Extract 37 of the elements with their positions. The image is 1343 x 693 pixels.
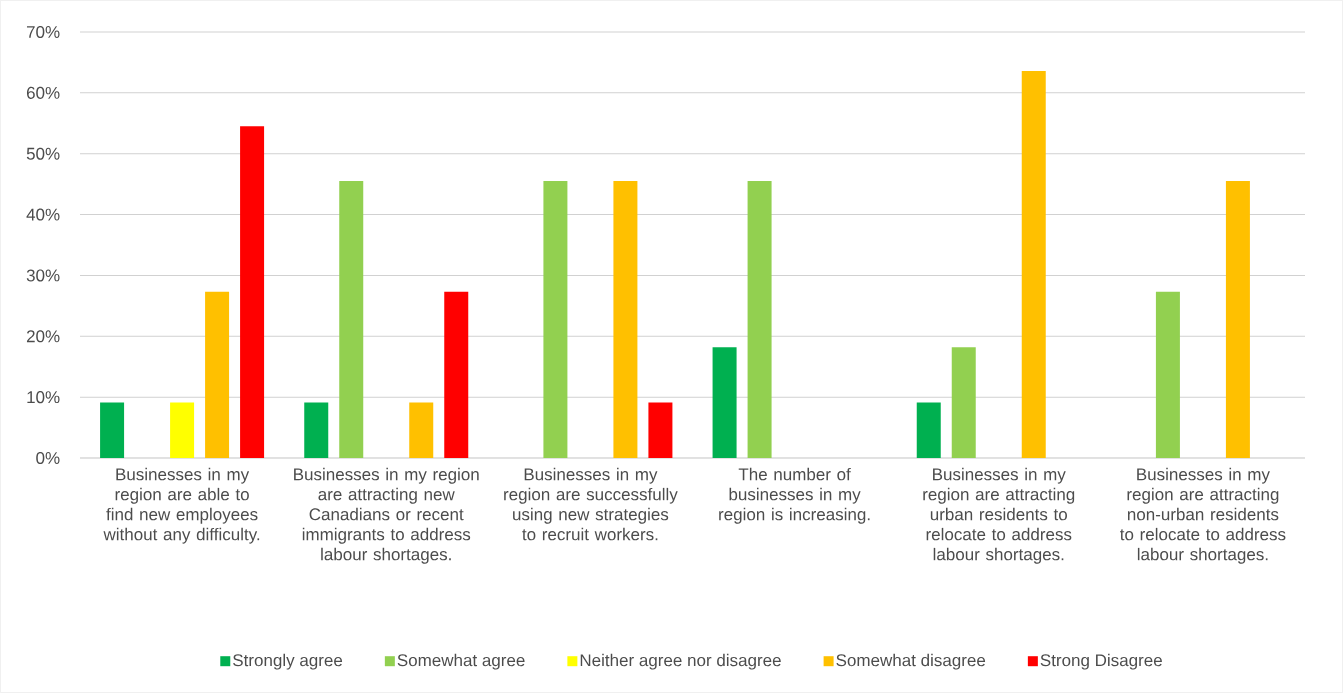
y-tick-label: 0% xyxy=(36,451,60,465)
x-tick-label: Businesses in my region are attracting new Canadians or recent immigrants to address labour shortages. xyxy=(294,467,479,564)
bar xyxy=(543,181,568,458)
bar xyxy=(304,402,329,458)
bar xyxy=(648,402,673,458)
bar xyxy=(170,402,195,458)
y-tick-label: 60% xyxy=(26,86,60,99)
y-tick-label: 40% xyxy=(26,208,60,221)
x-tick-label: The number of businesses in my region is increasing. xyxy=(719,467,870,524)
bar xyxy=(240,126,265,458)
bar xyxy=(1155,291,1180,458)
legend-label: Somewhat agree xyxy=(397,653,525,670)
x-tick-label: Businesses in my region are attracting urban residents to relocate to address labour shortages. xyxy=(923,467,1075,564)
x-tick-label: Businesses in my region are attracting non-urban residents to relocate to address labour shortages. xyxy=(1120,467,1286,564)
bar xyxy=(1225,181,1250,458)
bar xyxy=(712,347,737,458)
legend-label: Neither agree nor disagree xyxy=(580,653,781,670)
legend-label: Strong Disagree xyxy=(1040,653,1162,670)
y-tick-label: 10% xyxy=(27,391,60,404)
bar xyxy=(613,181,638,458)
bar xyxy=(205,291,230,458)
bar xyxy=(747,181,772,458)
y-tick-label: 50% xyxy=(26,147,60,160)
bar xyxy=(409,402,434,458)
y-tick-label: 70% xyxy=(26,25,60,39)
bar xyxy=(100,402,125,458)
bar xyxy=(444,291,469,458)
x-tick-label: Businesses in my region are able to find new employees without any difficulty. xyxy=(103,467,260,544)
bar xyxy=(339,181,364,458)
bar xyxy=(1021,70,1046,458)
y-tick-label: 30% xyxy=(26,269,60,282)
bar xyxy=(951,347,976,458)
legend-label: Strongly agree xyxy=(233,653,343,670)
legend-label: Somewhat disagree xyxy=(836,653,986,670)
bar xyxy=(916,402,941,458)
x-tick-label: Businesses in my region are successfully using new strategies to recruit workers. xyxy=(504,467,678,541)
y-tick-label: 20% xyxy=(26,330,60,343)
